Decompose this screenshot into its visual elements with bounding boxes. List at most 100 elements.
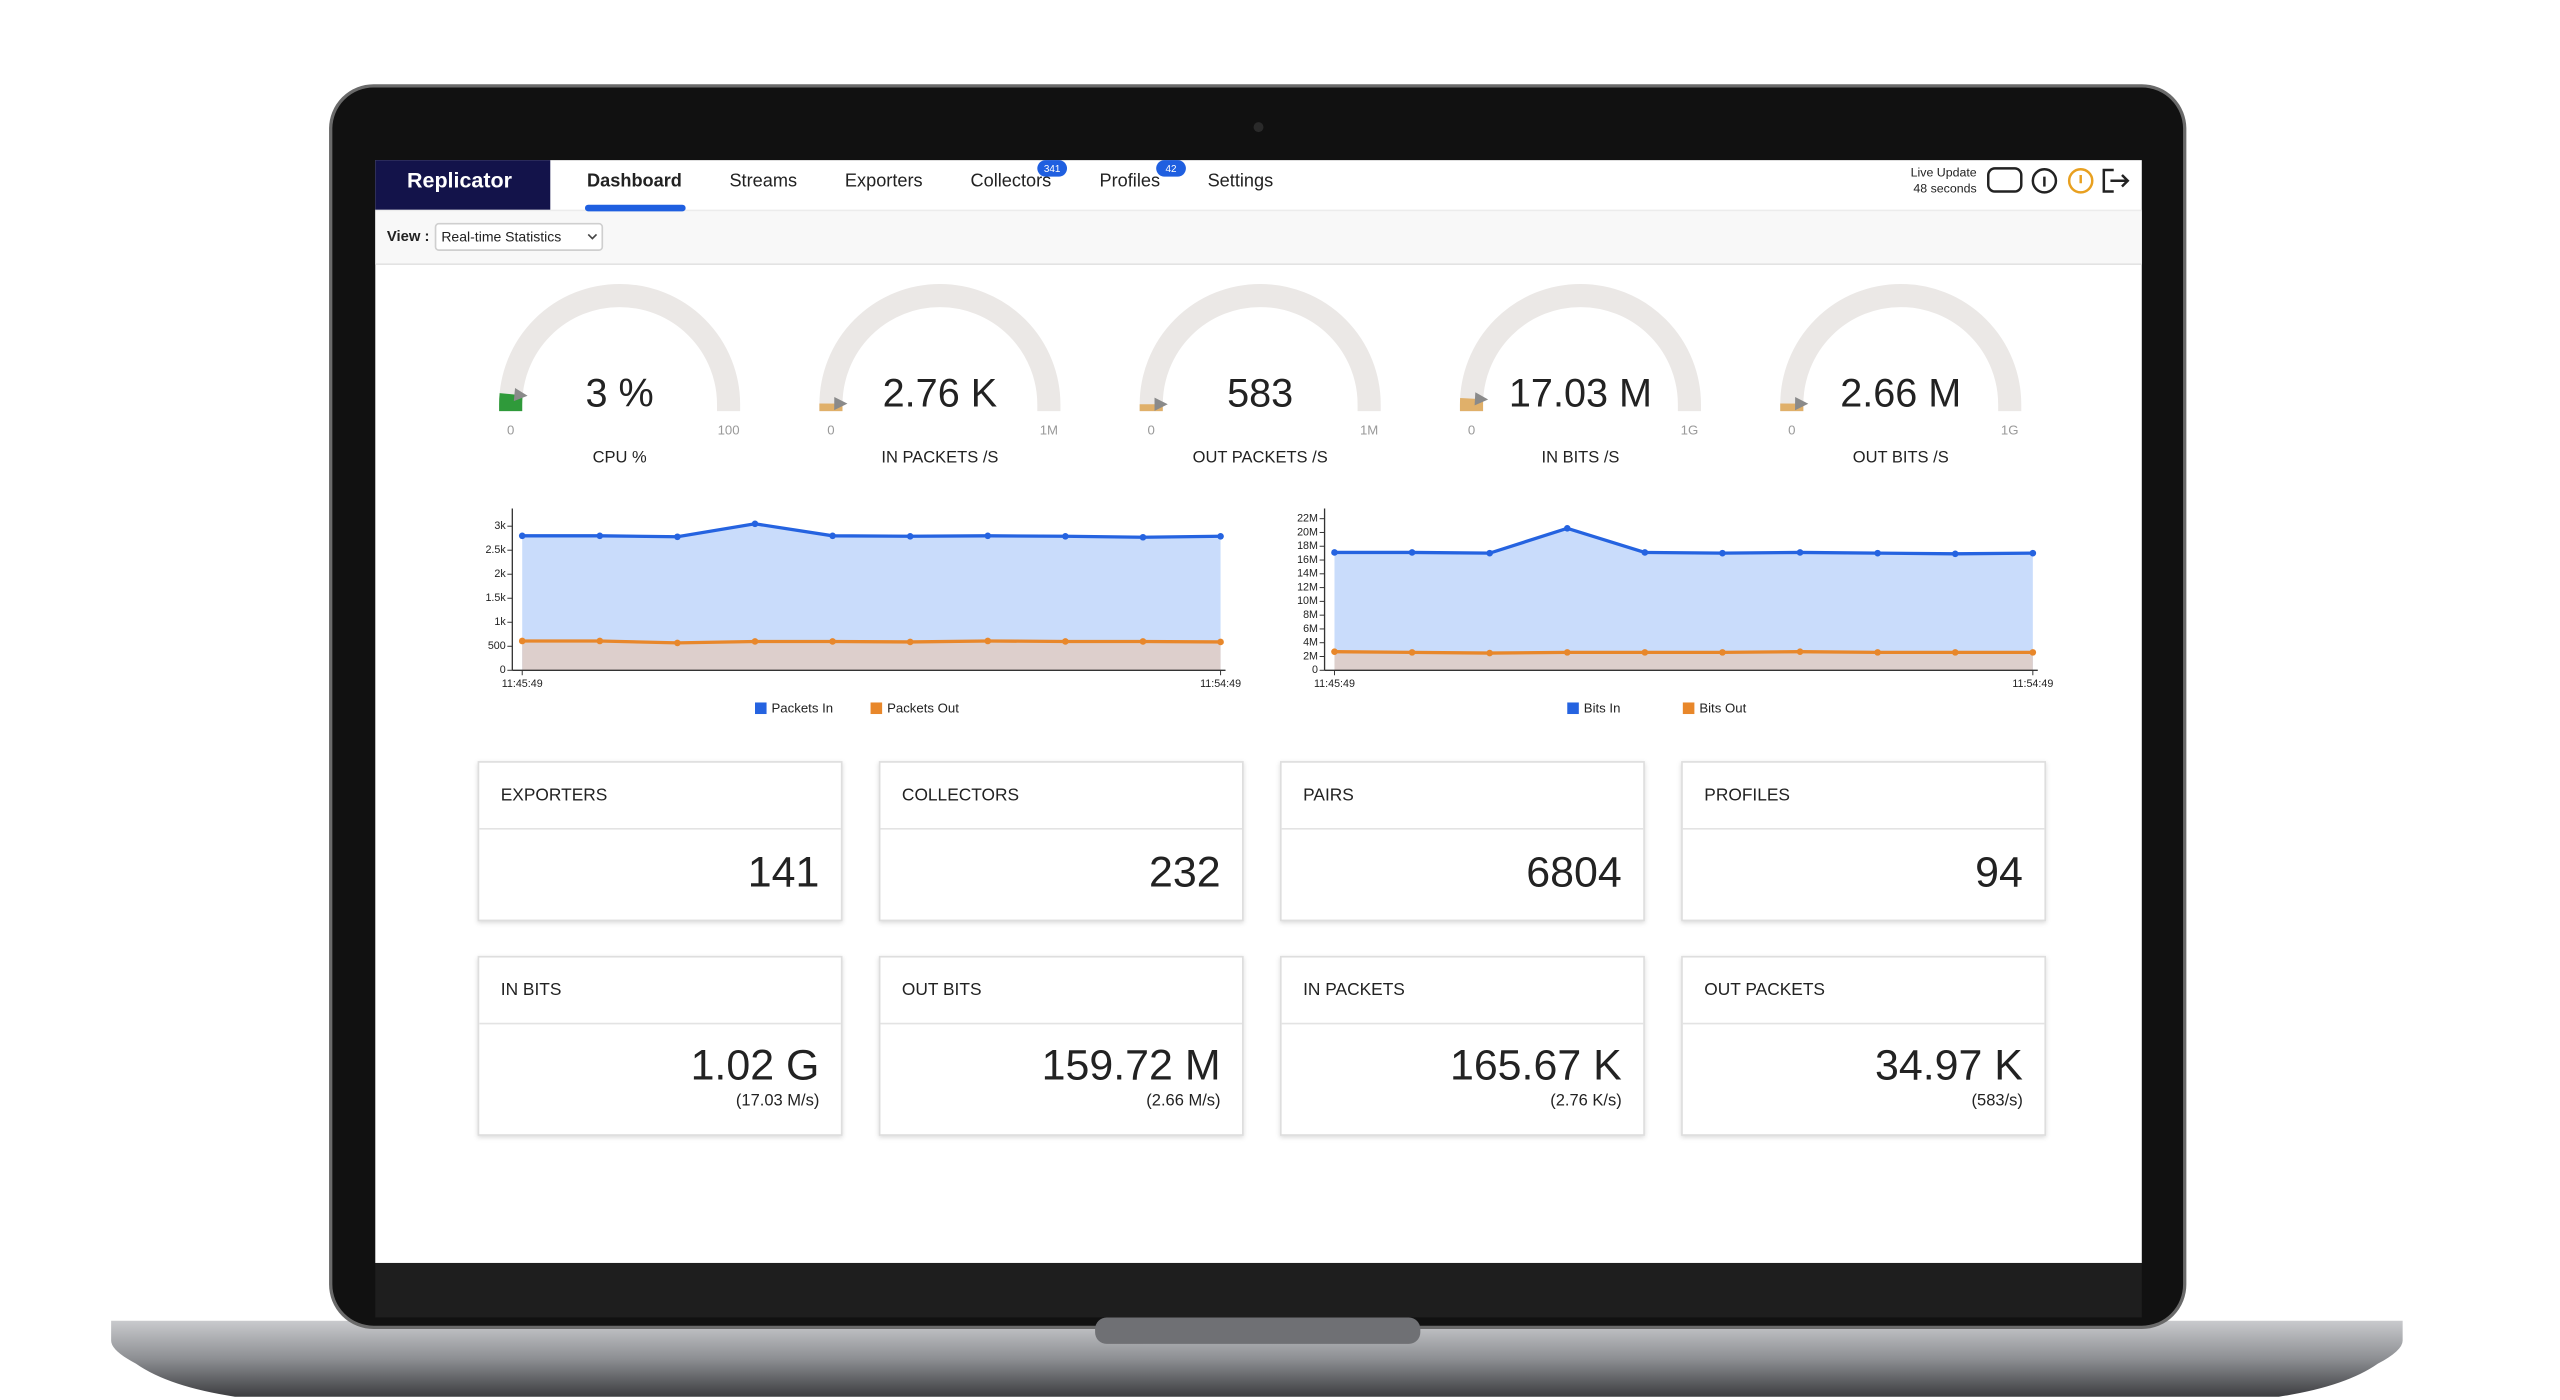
- point: [1486, 549, 1493, 557]
- select-chevron: [587, 233, 598, 240]
- stat-card: [1681, 761, 2047, 922]
- x-tick-label: 11:45:49: [1314, 678, 1355, 690]
- point: [1486, 649, 1493, 657]
- nav-tab[interactable]: Settings: [1208, 170, 1274, 190]
- gauge-max: 100: [718, 422, 740, 437]
- nav-tab[interactable]: Profiles: [1099, 170, 1160, 190]
- live-update: Live Update: [1911, 166, 1977, 180]
- nav-tab[interactable]: Dashboard: [587, 170, 682, 190]
- point: [751, 520, 759, 528]
- card-value: 159.72 M: [1042, 1042, 1221, 1090]
- gauge-track: [1459, 283, 1701, 412]
- gauge-track: [1780, 283, 2022, 412]
- card-title: IN PACKETS: [1303, 979, 1405, 999]
- gauge-pointer: [834, 396, 848, 411]
- point: [984, 637, 992, 645]
- y-tick-label: 1k: [494, 616, 506, 628]
- pause-icon[interactable]: [1987, 167, 2023, 193]
- point: [1874, 649, 1881, 656]
- y-tick-label: 2M: [1303, 650, 1318, 662]
- laptop-notch: [1095, 1317, 1421, 1344]
- point: [596, 637, 604, 645]
- card-value: 94: [1975, 848, 2023, 896]
- y-tick-label: 4M: [1303, 637, 1318, 649]
- gauge-value: 2.66 M: [1840, 372, 1961, 416]
- point: [2029, 549, 2037, 557]
- point: [829, 532, 836, 540]
- gauge-label: IN PACKETS /S: [881, 448, 998, 466]
- point: [674, 533, 681, 541]
- card-rate: (17.03 M/s): [736, 1092, 819, 1110]
- view-selected[interactable]: Real-time Statistics: [441, 228, 561, 244]
- point: [751, 638, 759, 645]
- screen-chin: [375, 1262, 2142, 1318]
- card-value: 165.67 K: [1450, 1042, 1622, 1090]
- y-tick-label: 0: [1312, 664, 1318, 676]
- legend-label: Packets Out: [887, 701, 959, 716]
- legend-swatch: [870, 702, 883, 715]
- card-title: PAIRS: [1303, 784, 1354, 804]
- y-tick-label: 10M: [1297, 595, 1318, 607]
- x-tick-label: 11:45:49: [502, 678, 543, 690]
- point: [1217, 638, 1224, 646]
- x-tick-label: 11:54:49: [1200, 678, 1241, 690]
- point: [2029, 649, 2037, 656]
- card-rate: (583/s): [1972, 1092, 2023, 1110]
- card-title: OUT PACKETS: [1704, 979, 1825, 999]
- card-title: IN BITS: [501, 979, 562, 999]
- y-tick-label: 2.5k: [485, 544, 506, 556]
- legend-label: Bits Out: [1699, 701, 1746, 716]
- stat-card: [1279, 761, 1645, 922]
- card-rate: (2.66 M/s): [1146, 1092, 1220, 1110]
- point: [1719, 649, 1726, 656]
- point: [906, 638, 914, 646]
- point: [829, 638, 836, 645]
- view-label: View :: [387, 229, 430, 245]
- point: [1719, 549, 1726, 557]
- gauge-label: OUT PACKETS /S: [1193, 448, 1328, 466]
- x-tick-label: 11:54:49: [2012, 678, 2053, 690]
- point: [1796, 549, 1804, 556]
- y-tick-label: 16M: [1297, 554, 1318, 566]
- logout-icon[interactable]: [2102, 168, 2130, 193]
- gauge-min: 0: [1788, 422, 1795, 437]
- y-tick-label: 500: [488, 640, 506, 652]
- gauge-label: OUT BITS /S: [1853, 448, 1949, 466]
- card-title: COLLECTORS: [902, 784, 1019, 804]
- badge-count: 42: [1166, 164, 1177, 175]
- point: [1331, 549, 1338, 556]
- gauge-max: 1M: [1360, 422, 1378, 437]
- gauge-label: CPU %: [593, 448, 647, 466]
- nav-tab[interactable]: Exporters: [845, 170, 923, 190]
- laptop-base: [111, 1320, 2403, 1397]
- info-icon[interactable]: [2031, 167, 2058, 194]
- series-area: [1334, 651, 2033, 671]
- stat-card: [878, 955, 1244, 1136]
- legend-label: Bits In: [1584, 701, 1621, 716]
- point: [1796, 648, 1804, 655]
- gauge-pointer: [1474, 392, 1489, 406]
- live-update-time: 48 seconds: [1913, 181, 1976, 195]
- card-value: 34.97 K: [1875, 1042, 2023, 1090]
- point: [1331, 648, 1338, 655]
- nav-tab[interactable]: Streams: [729, 170, 797, 190]
- gauge-pointer: [1795, 396, 1809, 411]
- legend-swatch: [755, 702, 767, 715]
- brand-box: [375, 160, 551, 210]
- point: [1563, 649, 1571, 656]
- badge: [1156, 160, 1186, 177]
- series-area: [1334, 528, 2033, 671]
- alert-icon[interactable]: [2067, 167, 2094, 194]
- y-tick-label: 2k: [494, 568, 506, 580]
- card-value: 6804: [1526, 848, 1621, 896]
- point: [1408, 649, 1416, 656]
- y-tick-label: 12M: [1297, 581, 1318, 593]
- view-select[interactable]: [434, 222, 604, 251]
- brand[interactable]: Replicator: [407, 168, 513, 192]
- stat-card: [1681, 955, 2047, 1136]
- series-line: [522, 522, 1221, 539]
- point: [674, 639, 681, 647]
- nav-tab[interactable]: Collectors: [971, 170, 1052, 190]
- y-tick-label: 6M: [1303, 623, 1318, 635]
